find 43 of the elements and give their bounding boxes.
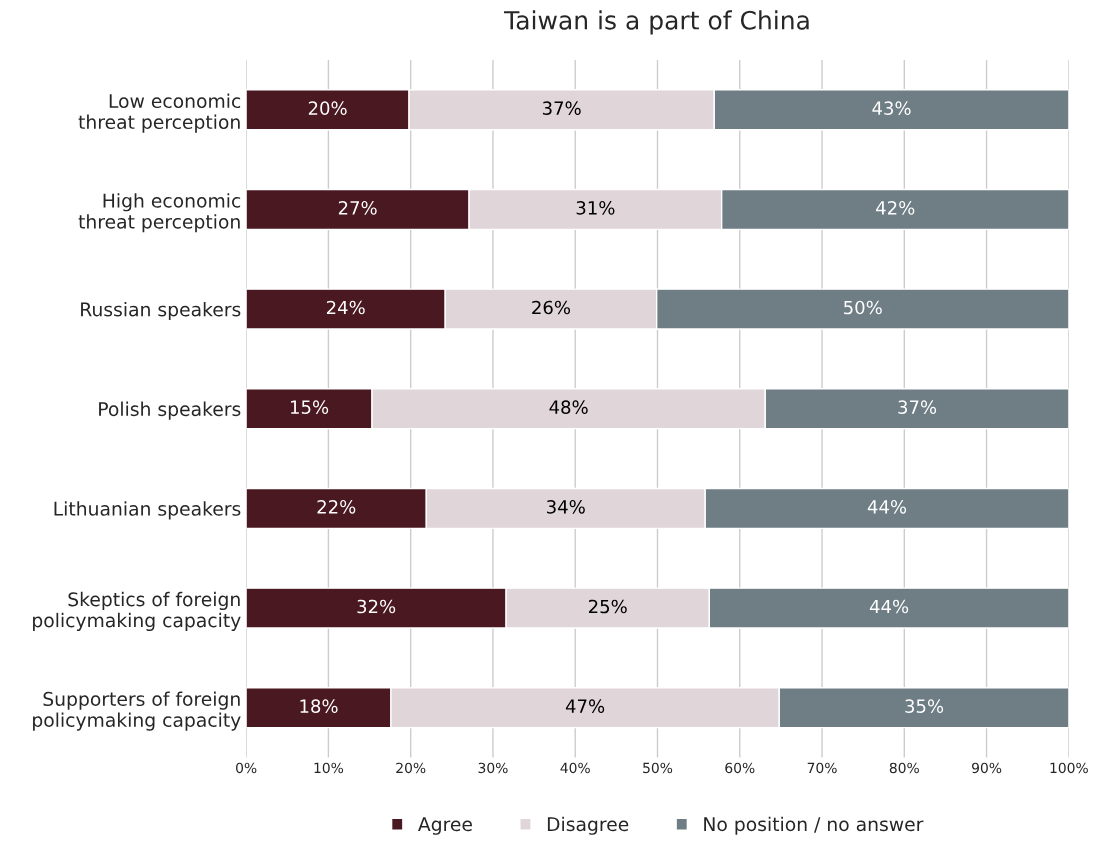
x-tick-label: 30%	[478, 762, 508, 774]
y-tick-label: Low economic threat perception	[78, 93, 241, 133]
x-tick-label: 90%	[972, 762, 1002, 774]
y-tick-label: Supporters of foreign policymaking capacity	[33, 691, 241, 731]
y-tick-label: Polish speakers	[99, 401, 241, 420]
legend-label: Disagree	[547, 816, 629, 835]
data-label: 25%	[588, 599, 627, 614]
x-tick-label: 0%	[236, 762, 257, 774]
legend-label: Agree	[418, 817, 472, 835]
y-tick-label: Skeptics of foreign policymaking capacity	[33, 591, 241, 632]
data-label: 32%	[357, 599, 396, 614]
data-label: 44%	[867, 499, 907, 514]
data-label: 43%	[872, 101, 911, 115]
data-label: 24%	[326, 300, 365, 315]
data-label: 48%	[549, 400, 588, 414]
data-label: 47%	[565, 699, 605, 713]
data-label: 50%	[844, 300, 882, 315]
x-tick-label: 20%	[396, 762, 426, 774]
x-tick-label: 100%	[1050, 762, 1088, 774]
x-tick-label: 50%	[643, 762, 673, 774]
legend-label: No position / no answer	[704, 816, 924, 835]
x-tick-label: 70%	[807, 762, 837, 774]
data-label: 18%	[300, 699, 338, 713]
y-tick-label: High economic threat perception	[78, 193, 241, 233]
data-label: 20%	[308, 101, 347, 115]
data-label: 44%	[869, 599, 909, 614]
data-label: 26%	[532, 300, 571, 315]
data-label: 37%	[542, 101, 581, 115]
x-tick-label: 10%	[314, 762, 344, 774]
data-label: 15%	[291, 400, 329, 414]
y-tick-label: Lithuanian speakers	[54, 501, 241, 520]
data-label: 42%	[876, 201, 915, 215]
y-tick-label: Russian speakers	[81, 301, 241, 321]
x-tick-label: 60%	[725, 762, 755, 774]
x-tick-label: 40%	[560, 762, 590, 774]
data-label: 31%	[576, 201, 615, 215]
data-label: 35%	[905, 699, 944, 713]
data-label: 34%	[547, 499, 585, 514]
data-label: 27%	[338, 201, 377, 215]
data-label: 37%	[898, 400, 937, 414]
x-tick-label: 80%	[889, 762, 919, 774]
chart-title: Taiwan is a part of China	[504, 10, 809, 35]
data-label: 22%	[317, 499, 356, 514]
